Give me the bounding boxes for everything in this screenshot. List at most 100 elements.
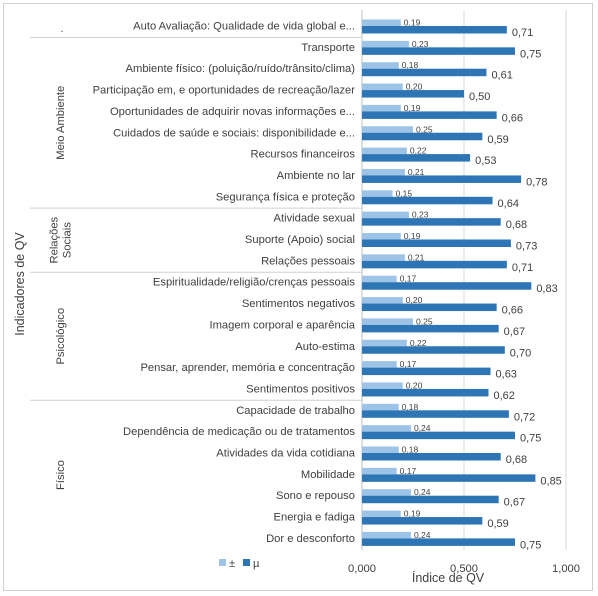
category-label: Espiritualidade/religião/crenças pessoai… [153,277,356,289]
category-label: Mobilidade [301,469,355,481]
data-label-pm: 0,24 [414,423,431,433]
category-label: Oportunidades de adquirir novas informaç… [110,106,355,118]
x-tick-label: 0,000 [348,563,376,575]
data-label-mu: 0,75 [520,539,541,551]
data-label-pm: 0,19 [404,231,421,241]
category-label: Dependência de medicação ou de tratament… [123,426,355,438]
bar-pm [362,361,397,368]
data-label-pm: 0,19 [404,103,421,113]
data-label-mu: 0,64 [498,198,519,210]
data-label-mu: 0,59 [487,134,508,146]
x-axis-title: Índice de QV [412,570,485,585]
data-label-mu: 0,68 [506,454,527,466]
data-label-pm: 0,23 [412,210,429,220]
bar-mu [362,154,471,162]
data-label-pm: 0,17 [400,359,417,369]
bar-pm [362,510,401,518]
bar-pm [362,446,399,453]
bar-mu [362,90,464,98]
bar-pm [362,126,413,133]
category-label: Auto Avaliação: Qualidade de vida global… [133,21,355,33]
bar-mu [362,282,532,290]
bar-pm [362,104,401,112]
bar-mu [362,68,487,77]
bar-pm [362,531,411,539]
bar-mu [362,303,497,312]
data-label-mu: 0,68 [506,219,527,231]
data-label-pm: 0,17 [400,466,417,476]
category-label: Ambiente físico: (poluição/ruído/trânsit… [126,63,356,75]
bar-pm [362,318,413,325]
data-label-pm: 0,25 [416,124,433,134]
data-label-pm: 0,17 [400,274,417,284]
bar-pm [362,40,409,48]
bar-pm [362,382,403,389]
data-label-mu: 0,61 [491,70,512,82]
bar-pm [362,339,407,347]
data-label-pm: 0,18 [402,402,419,412]
data-label-pm: 0,24 [414,530,431,540]
legend-swatch-mu [243,559,250,566]
bar-mu [362,196,493,205]
bar-mu [362,26,507,34]
category-label: Transporte [301,42,355,54]
data-label-mu: 0,85 [540,475,561,487]
data-label-mu: 0,66 [502,112,523,124]
bar-mu [362,453,501,461]
bar-mu [362,517,483,525]
data-label-mu: 0,63 [496,369,517,381]
group-layer: · Meio Ambiente RelaçõesSociais Psicológico… [30,26,362,490]
axis-layer: Índice de QV Indicadores de QV 0,000 0,50… [13,232,580,585]
bar-mu [362,538,515,546]
category-label: Capacidade de trabalho [236,405,355,417]
data-label-pm: 0,23 [412,39,429,49]
bar-pm [362,147,407,155]
data-label-mu: 0,83 [536,283,557,295]
category-label: Imagem corporal e aparência [209,319,355,331]
data-label-pm: 0,20 [406,295,423,305]
bar-layer [362,19,536,546]
data-label-pm: 0,24 [414,487,431,497]
bar-pm [362,233,401,240]
group-label: RelaçõesSociais [49,216,74,263]
data-label-pm: 0,20 [406,380,423,390]
data-label-mu: 0,71 [512,262,533,274]
bar-mu [362,175,522,183]
data-label-pm: 0,18 [402,445,419,455]
category-label: Suporte (Apoio) social [245,234,355,246]
legend: ± µ [219,558,260,570]
data-label-mu: 0,67 [504,497,525,509]
bar-mu [362,324,499,333]
data-label-pm: 0,22 [410,338,427,348]
bar-mu [362,367,491,376]
data-label-mu: 0,59 [487,518,508,530]
data-label-pm: 0,18 [402,60,419,70]
category-label: Recursos financeiros [251,149,356,161]
bar-mu [362,47,515,55]
category-label: Auto-estima [295,341,355,353]
bar-pm [362,190,393,197]
x-tick-label: 0,500 [450,563,478,575]
category-label: Sono e repouso [276,490,355,502]
bar-mu [362,495,499,504]
bar-pm [362,211,409,219]
data-label-mu: 0,78 [526,176,547,188]
category-label: Energia e fadiga [274,512,356,524]
legend-label-pm: ± [229,558,235,570]
bar-pm [362,83,403,91]
bar-mu [362,218,501,226]
bar-mu [362,474,536,482]
bar-mu [362,239,511,247]
data-label-pm: 0,25 [416,316,433,326]
category-label: Ambiente no lar [277,170,356,182]
category-label: Atividades da vida cotidiana [216,448,355,460]
bar-mu [362,388,489,397]
data-label-mu: 0,75 [520,48,541,60]
data-label-pm: 0,19 [404,18,421,28]
data-label-pm: 0,15 [396,188,413,198]
data-label-mu: 0,73 [516,241,537,253]
group-label: · [60,26,64,38]
bar-pm [362,254,405,261]
y-axis-title: Indicadores de QV [13,232,27,336]
